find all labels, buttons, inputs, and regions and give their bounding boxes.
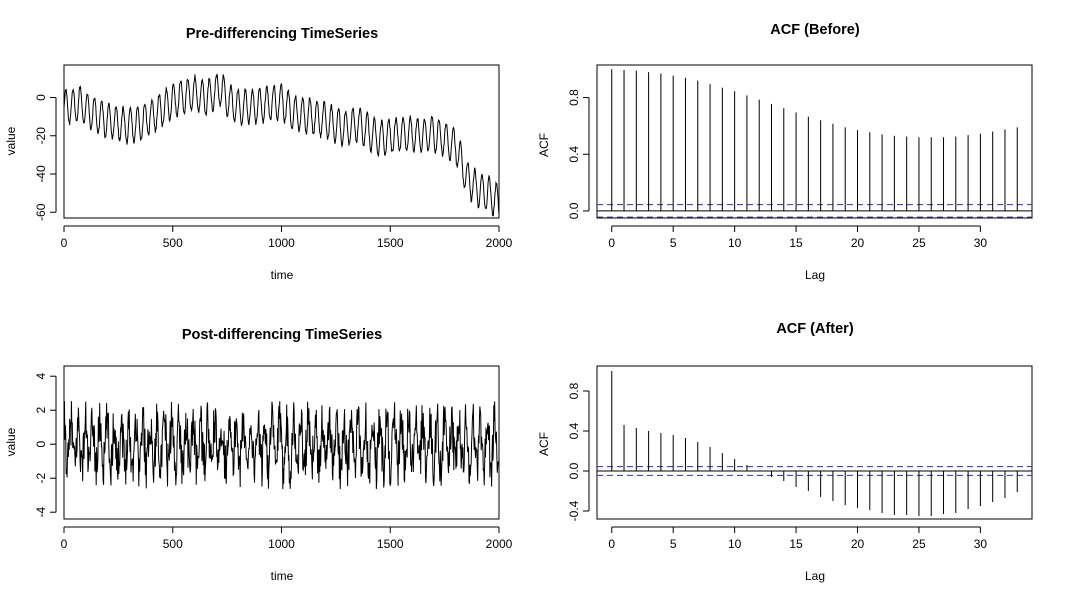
y-tick-label: 0.0 [567,202,581,219]
x-axis-label: Lag [805,268,825,282]
y-tick-label: 0.8 [567,89,581,106]
y-axis-label: ACF [537,432,551,456]
x-tick-label: 15 [789,537,803,551]
plot-frame [596,64,1033,219]
y-tick-label: -2 [34,473,48,484]
plot-frame [596,365,1033,520]
x-tick-label: 5 [670,236,677,250]
x-tick-label: 1500 [377,236,404,250]
x-tick-label: 0 [61,537,68,551]
plot-frame [63,365,500,520]
x-tick-label: 2000 [486,537,513,551]
chart-title: ACF (Before) [770,22,860,38]
x-axis-label: Lag [805,569,825,583]
plot-frame [63,64,500,219]
series-line [63,73,500,217]
y-tick-label: -20 [34,127,48,145]
y-tick-label: 0.0 [567,462,581,479]
x-axis-label: time [271,569,294,583]
plot-area: 0 5 10 15 20 25 30 0.0 0.4 0.8 [567,64,1033,250]
x-tick-label: 1000 [268,537,295,551]
chart-title: Pre-differencing TimeSeries [186,26,378,42]
y-axis-label: value [4,427,18,456]
x-tick-label: 10 [728,236,742,250]
panel-ts-after: Post-differencing TimeSeries time value … [4,327,513,583]
x-tick-label: 30 [974,537,988,551]
panel-ts-before: Pre-differencing TimeSeries time value 0… [4,26,513,282]
y-tick-label: -4 [34,507,48,518]
x-tick-label: 0 [608,537,615,551]
series-line [63,401,500,490]
y-tick-label: 0 [34,441,48,448]
x-tick-label: 2000 [486,236,513,250]
y-tick-label: 0 [34,94,48,101]
x-tick-label: 20 [851,236,865,250]
panel-acf-before: ACF (Before) Lag ACF 0 5 10 15 20 25 300.00.40… [537,22,1033,282]
y-axis-label: ACF [537,133,551,157]
y-tick-label: -60 [34,203,48,221]
x-tick-label: 15 [789,236,803,250]
y-tick-label: 0.8 [567,382,581,399]
y-tick-label: 0.4 [567,146,581,163]
x-tick-label: 30 [974,236,988,250]
x-tick-label: 500 [163,236,183,250]
x-tick-label: 20 [851,537,865,551]
x-tick-label: 25 [912,236,926,250]
y-tick-label: 4 [34,373,48,380]
chart-title: Post-differencing TimeSeries [182,327,382,343]
x-tick-label: 1000 [268,236,295,250]
plot-area: 0 5 10 15 20 25 30 -0.4 0.0 0.4 0.8 [567,365,1033,551]
plot-area: 0 500 1000 1500 2000 -4 -2 0 2 4 [34,365,513,551]
plot-area: 0 500 1000 1500 2000 -60 -40 -20 0 [34,64,513,250]
x-tick-label: 10 [728,537,742,551]
y-tick-label: 0.4 [567,422,581,439]
y-tick-label: 2 [34,407,48,414]
x-tick-label: 0 [608,236,615,250]
y-axis-label: value [4,126,18,155]
x-tick-label: 500 [163,537,183,551]
x-tick-label: 1500 [377,537,404,551]
x-tick-label: 5 [670,537,677,551]
x-tick-label: 25 [912,537,926,551]
y-tick-label: -0.4 [567,500,581,521]
y-tick-label: -40 [34,165,48,183]
panel-acf-after: ACF (After) Lag ACF 0 5 10 15 20 25 30-0.40.00… [537,321,1033,583]
x-tick-label: 0 [61,236,68,250]
x-axis-label: time [271,268,294,282]
chart-title: ACF (After) [776,321,853,337]
